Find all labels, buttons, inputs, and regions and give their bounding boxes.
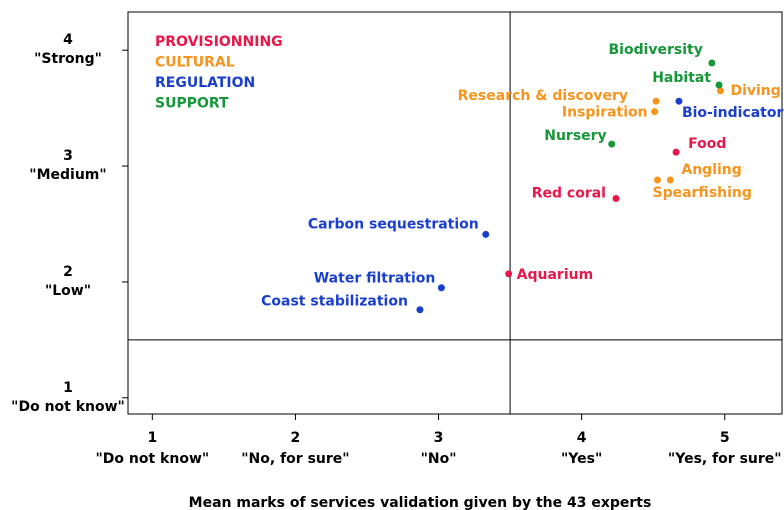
data-point: [675, 97, 683, 105]
y-tick-sublabel: "Low": [45, 283, 91, 299]
x-tick-label: 1: [147, 430, 157, 446]
point-label: Spearfishing: [652, 185, 751, 201]
y-tick-sublabel: "Medium": [29, 167, 106, 183]
x-tick-label: 3: [434, 430, 444, 446]
legend-entry: PROVISIONNING: [155, 34, 283, 50]
data-point: [437, 284, 445, 292]
legend-entry: REGULATION: [155, 75, 255, 91]
y-tick-label: 1: [63, 380, 73, 396]
point-label: Nursery: [544, 128, 606, 144]
data-point: [482, 230, 490, 238]
point-label: Aquarium: [517, 267, 594, 283]
data-point: [672, 148, 680, 156]
data-point: [666, 176, 674, 184]
x-tick-sublabel: "No": [421, 451, 457, 467]
point-label: Carbon sequestration: [308, 216, 479, 232]
data-point: [653, 176, 661, 184]
data-point: [652, 97, 660, 105]
y-tick-sublabel: "Strong": [34, 51, 102, 67]
point-label: Angling: [681, 162, 741, 178]
x-tick-label: 5: [720, 430, 730, 446]
y-tick-label: 2: [63, 264, 73, 280]
x-tick-sublabel: "Yes": [561, 451, 602, 467]
point-label: Biodiversity: [608, 42, 702, 58]
point-label: Diving: [730, 83, 780, 99]
x-tick-sublabel: "No, for sure": [241, 451, 349, 467]
y-tick-label: 4: [63, 32, 73, 48]
point-label: Research & discovery: [458, 88, 628, 104]
data-point: [612, 195, 620, 203]
x-tick-label: 4: [577, 430, 587, 446]
point-label: Water filtration: [314, 271, 436, 287]
legend-entry: CULTURAL: [155, 55, 235, 71]
point-label: Red coral: [532, 186, 606, 202]
x-tick-sublabel: "Do not know": [95, 451, 209, 467]
point-label: Inspiration: [562, 105, 648, 121]
point-label: Bio-indicator: [682, 105, 784, 121]
data-point: [715, 81, 723, 89]
data-point: [716, 87, 724, 95]
legend-entry: SUPPORT: [155, 96, 229, 112]
point-label: Habitat: [652, 70, 711, 86]
point-label: Food: [688, 136, 726, 152]
x-axis-label: Mean marks of services validation given …: [189, 495, 652, 510]
data-point: [608, 140, 616, 148]
data-point: [708, 59, 716, 67]
point-label: Coast stabilization: [261, 294, 408, 310]
x-tick-label: 2: [291, 430, 301, 446]
data-point: [651, 108, 659, 116]
y-tick-sublabel: "Do not know": [11, 399, 125, 415]
data-point: [505, 270, 513, 278]
x-tick-sublabel: "Yes, for sure": [668, 451, 782, 467]
y-tick-label: 3: [63, 148, 73, 164]
data-point: [416, 306, 424, 314]
plot-frame: [127, 11, 783, 415]
